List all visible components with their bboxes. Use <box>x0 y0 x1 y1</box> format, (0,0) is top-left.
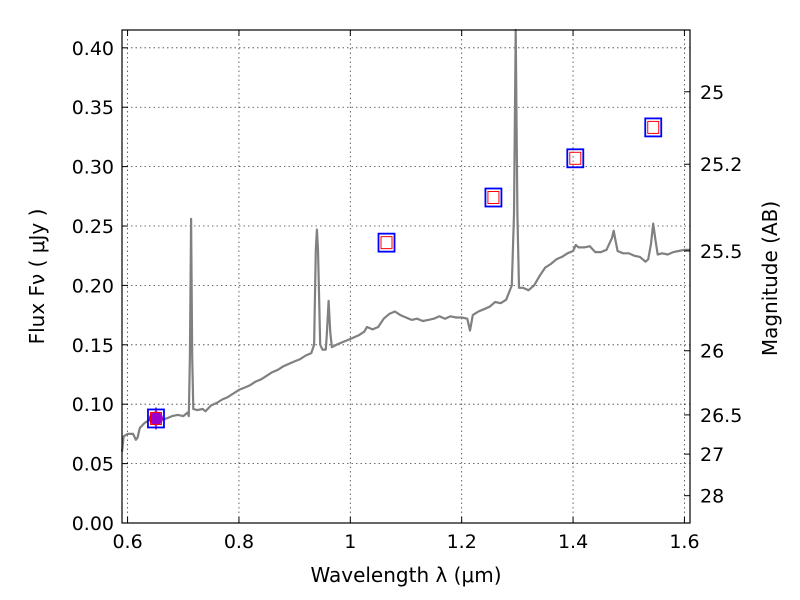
grid <box>122 30 690 524</box>
x-tick-label: 1 <box>344 531 356 553</box>
right-tick-label: 25 <box>700 82 724 104</box>
y-tick-label: 0.30 <box>72 157 114 179</box>
observed-flux-marker <box>566 148 585 169</box>
y-tick-label: 0.25 <box>72 216 114 238</box>
right-tick-label: 26 <box>700 341 724 363</box>
right-axis-label: Magnitude (AB) <box>758 201 782 356</box>
y-tick-label: 0.05 <box>72 454 114 476</box>
right-tick-label: 25.2 <box>700 154 742 176</box>
photometry-layer <box>147 117 663 430</box>
right-tick-label: 26.5 <box>700 405 742 427</box>
model-flux-marker <box>149 411 162 425</box>
y-tick-label: 0.20 <box>72 275 114 297</box>
y-tick-label: 0.40 <box>72 38 114 60</box>
model-flux-marker <box>647 120 660 134</box>
x-tick-label: 1.6 <box>669 531 699 553</box>
y-tick-label: 0.15 <box>72 335 114 357</box>
observed-flux-marker <box>484 187 503 208</box>
right-tick-label: 25.5 <box>700 241 742 263</box>
y-tick-label: 0.35 <box>72 97 114 119</box>
spectrum-layer <box>120 28 690 452</box>
y-tick-label: 0.10 <box>72 394 114 416</box>
right-tick-label: 28 <box>700 486 724 508</box>
observed-flux-marker <box>147 408 165 429</box>
model-flux-marker <box>487 191 500 205</box>
x-tick-label: 1.4 <box>558 531 588 553</box>
spectrum-line <box>120 28 690 452</box>
x-tick-label: 0.6 <box>112 531 142 553</box>
x-tick-label: 1.2 <box>447 531 477 553</box>
x-tick-label: 0.8 <box>224 531 254 553</box>
observed-flux-marker <box>644 117 663 138</box>
right-tick-label: 27 <box>700 444 724 466</box>
model-flux-marker <box>380 236 393 250</box>
x-axis-label: Wavelength λ (μm) <box>310 563 501 587</box>
model-flux-marker <box>569 151 582 165</box>
y-axis-label: Flux Fν ( μJy ) <box>25 209 49 345</box>
tick-layer: 0.6 0.8 1 1.2 1.4 1.6 0.00 0.05 0.10 0.15 0.20 0.25… <box>72 30 742 553</box>
y-tick-label: 0.00 <box>72 513 114 535</box>
observed-flux-marker <box>377 232 396 253</box>
plot-frame <box>121 29 691 524</box>
